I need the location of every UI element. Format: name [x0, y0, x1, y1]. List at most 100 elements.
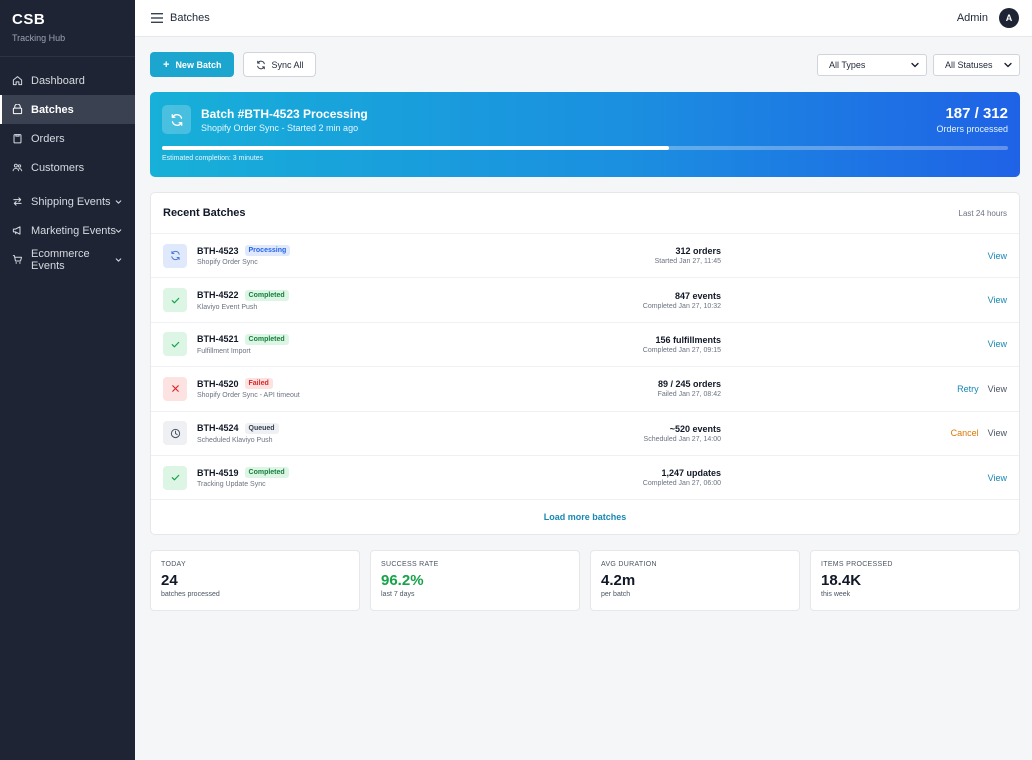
cancel-button[interactable]: Cancel [950, 428, 979, 439]
stat-label: AVG DURATION [601, 561, 657, 569]
batch-count: 312 orders [675, 246, 721, 257]
avatar[interactable]: A [999, 8, 1019, 28]
batch-count: ~520 events [669, 423, 721, 434]
card-header: Recent Batches Last 24 hours [151, 193, 1019, 234]
status-badge: Completed [244, 289, 289, 301]
table-row[interactable]: BTH-4522 Completed Klaviyo Event Push 847 e… [151, 278, 1019, 323]
brand-subtitle: Tracking Hub [12, 33, 66, 43]
batch-timestamp: Scheduled Jan 27, 14:00 [643, 435, 721, 443]
estimated-completion: Estimated completion: 3 minutes [162, 155, 264, 162]
row-actions: View [979, 339, 1007, 349]
users-icon [12, 162, 23, 173]
sidebar-item-batches[interactable]: Batches [0, 95, 135, 124]
table-row[interactable]: BTH-4521 Completed Fulfillment Import 156 f… [151, 323, 1019, 368]
batch-metrics: 1,247 updates Completed Jan 27, 06:00 [521, 468, 721, 487]
batch-list: BTH-4523 Processing Shopify Order Sync 312 … [151, 234, 1019, 501]
batch-description: Shopify Order Sync [197, 259, 258, 267]
view-button[interactable]: View [987, 295, 1007, 306]
banner-title: Batch #BTH-4523 Processing [201, 107, 368, 121]
close-icon [163, 376, 187, 401]
batch-info: BTH-4522 Completed Klaviyo Event Push [197, 289, 289, 311]
stat-card-today: TODAY 24 batches processed [150, 550, 360, 612]
chevron-down-icon [114, 255, 123, 264]
row-actions: View [979, 473, 1007, 483]
card-title: Recent Batches [163, 207, 246, 219]
batch-description: Scheduled Klaviyo Push [197, 436, 273, 444]
batch-count: 1,247 updates [661, 468, 721, 479]
banner-count: 187 / 312 [945, 105, 1008, 122]
check-icon [163, 465, 187, 490]
batch-info: BTH-4524 Queued Scheduled Klaviyo Push [197, 422, 279, 444]
megaphone-icon [12, 225, 23, 236]
stat-label: ITEMS PROCESSED [821, 561, 893, 569]
view-button[interactable]: View [987, 250, 1007, 261]
batch-id: BTH-4523 [197, 245, 239, 256]
sidebar-nav: Dashboard Batches Orders Customers Shipping … [0, 57, 135, 274]
sync-icon [162, 105, 191, 134]
view-button[interactable]: View [987, 472, 1007, 483]
chevron-down-icon [114, 197, 123, 206]
sidebar-item-shipping-events[interactable]: Shipping Events [0, 187, 135, 216]
sidebar: CSB Tracking Hub Dashboard Batches Orders C… [0, 0, 135, 760]
status-badge: Completed [244, 467, 289, 479]
page-title: Batches [170, 12, 210, 24]
batch-timestamp: Completed Jan 27, 10:32 [642, 302, 721, 310]
sync-all-label: Sync All [271, 59, 304, 70]
stat-label: TODAY [161, 561, 186, 569]
status-filter-value: All Statuses [945, 59, 993, 70]
table-row[interactable]: BTH-4523 Processing Shopify Order Sync 312 … [151, 234, 1019, 279]
batch-count: 156 fulfillments [655, 334, 721, 345]
batch-info: BTH-4520 Failed Shopify Order Sync - API t… [197, 378, 300, 399]
stat-value: 24 [161, 572, 178, 590]
view-button[interactable]: View [987, 339, 1007, 350]
stat-label: SUCCESS RATE [381, 561, 439, 569]
status-filter-select[interactable]: All Statuses [933, 53, 1020, 76]
row-actions: View [979, 295, 1007, 305]
stat-card-success-rate: SUCCESS RATE 96.2% last 7 days [370, 550, 580, 612]
sidebar-item-marketing-events[interactable]: Marketing Events [0, 216, 135, 245]
retry-button[interactable]: Retry [957, 383, 979, 394]
layers-icon [12, 104, 23, 115]
brand: CSB Tracking Hub [0, 0, 135, 57]
brand-title: CSB [12, 11, 46, 28]
sidebar-item-orders[interactable]: Orders [0, 124, 135, 153]
sync-all-button[interactable]: Sync All [243, 52, 317, 77]
row-actions: Retry View [948, 384, 1007, 394]
table-row[interactable]: BTH-4519 Completed Tracking Update Sync 1,2… [151, 456, 1019, 501]
table-row[interactable]: BTH-4520 Failed Shopify Order Sync - API t… [151, 367, 1019, 412]
load-more-button[interactable]: Load more batches [543, 512, 627, 523]
sidebar-item-customers[interactable]: Customers [0, 153, 135, 182]
home-icon [12, 75, 23, 86]
sidebar-item-dashboard[interactable]: Dashboard [0, 66, 135, 95]
view-button[interactable]: View [987, 383, 1007, 394]
batch-description: Shopify Order Sync - API timeout [197, 392, 300, 400]
progress-bar [162, 146, 1008, 150]
batch-info: BTH-4523 Processing Shopify Order Sync [197, 245, 291, 267]
arrows-icon [12, 196, 23, 207]
chevron-down-icon [911, 62, 919, 67]
sidebar-item-label: Batches [31, 103, 74, 116]
view-button[interactable]: View [987, 428, 1007, 439]
sidebar-item-ecommerce-events[interactable]: Ecommerce Events [0, 245, 135, 274]
sidebar-item-label: Ecommerce Events [31, 247, 90, 272]
batch-id: BTH-4519 [197, 467, 239, 478]
stat-caption: per batch [601, 591, 631, 599]
batch-count: 89 / 245 orders [657, 379, 721, 390]
stats-row: TODAY 24 batches processed SUCCESS RATE 96.2… [150, 550, 1020, 612]
table-row[interactable]: BTH-4524 Queued Scheduled Klaviyo Push ~520… [151, 412, 1019, 456]
new-batch-button[interactable]: + New Batch [150, 52, 235, 77]
check-icon [163, 332, 187, 357]
batch-id: BTH-4521 [197, 334, 239, 345]
status-badge: Failed [244, 378, 273, 390]
status-badge: Completed [244, 333, 289, 345]
type-filter-select[interactable]: All Types [817, 53, 927, 76]
menu-icon[interactable] [151, 13, 163, 23]
batch-metrics: 156 fulfillments Completed Jan 27, 09:15 [521, 335, 721, 354]
stat-caption: batches processed [161, 591, 220, 599]
user-name[interactable]: Admin [956, 12, 988, 24]
plus-icon: + [163, 58, 170, 71]
batch-description: Tracking Update Sync [197, 481, 266, 489]
banner-count-label: Orders processed [936, 124, 1008, 134]
batch-count: 847 events [674, 290, 721, 301]
batch-metrics: 89 / 245 orders Failed Jan 27, 08:42 [521, 379, 721, 398]
